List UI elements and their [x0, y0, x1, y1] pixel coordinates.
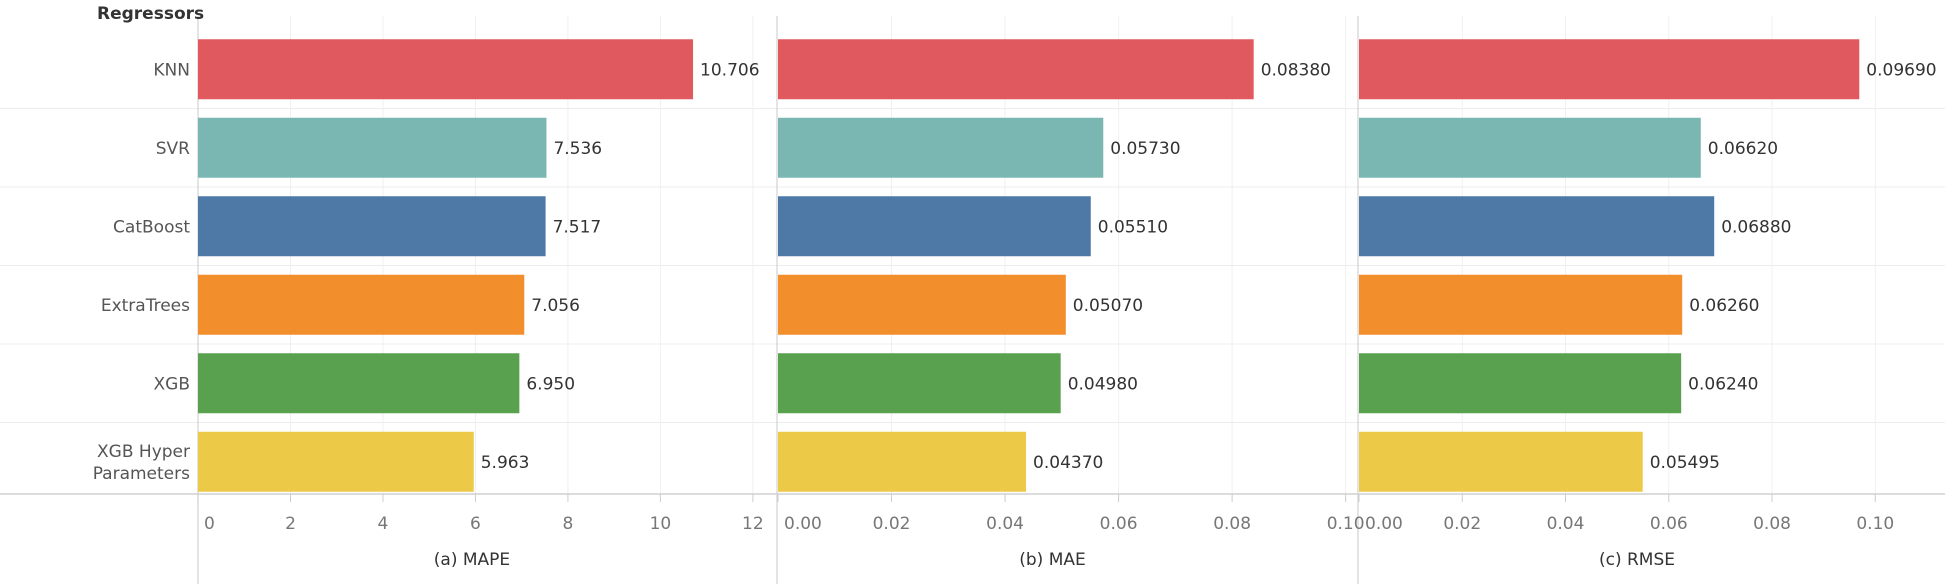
bar — [198, 117, 547, 178]
category-label-line: CatBoost — [113, 217, 190, 237]
value-label: 0.04370 — [1033, 453, 1103, 473]
category-label-line: ExtraTrees — [101, 296, 190, 316]
tick-label: 0.08 — [1213, 514, 1251, 534]
value-label: 0.06620 — [1708, 139, 1778, 159]
tick-label: 10 — [650, 514, 672, 534]
value-label: 0.08380 — [1261, 60, 1331, 80]
value-label: 0.04980 — [1068, 374, 1138, 394]
bar — [198, 353, 520, 414]
value-label: 0.06260 — [1689, 296, 1759, 316]
value-label: 0.05070 — [1073, 296, 1143, 316]
value-label: 0.05495 — [1650, 453, 1720, 473]
value-label: 0.05730 — [1110, 139, 1180, 159]
category-label-line: XGB — [154, 374, 190, 394]
tick-label: 0.00 — [1365, 514, 1403, 534]
value-label: 10.706 — [700, 60, 759, 80]
value-label: 6.950 — [526, 374, 575, 394]
tick-label: 0.02 — [1443, 514, 1481, 534]
category-label: XGB — [154, 374, 190, 394]
value-label: 0.06240 — [1688, 374, 1758, 394]
value-label: 7.056 — [531, 296, 580, 316]
category-label-line: SVR — [156, 139, 190, 159]
tick-label: 0.00 — [784, 514, 822, 534]
tick-label: 0.10 — [1856, 514, 1894, 534]
bar — [198, 196, 546, 257]
tick-label: 4 — [378, 514, 389, 534]
tick-label: 0 — [204, 514, 215, 534]
value-label: 0.06880 — [1721, 217, 1791, 237]
axis-title: (c) RMSE — [1599, 550, 1675, 570]
category-label: ExtraTrees — [101, 296, 190, 316]
tick-label: 0.10 — [1327, 514, 1365, 534]
category-label: SVR — [156, 139, 190, 159]
bar — [778, 196, 1091, 257]
tick-label: 6 — [470, 514, 481, 534]
bar — [778, 431, 1027, 492]
value-label: 0.09690 — [1866, 60, 1936, 80]
tick-label: 0.08 — [1753, 514, 1791, 534]
tick-label: 8 — [563, 514, 574, 534]
tick-label: 12 — [742, 514, 764, 534]
category-label: CatBoost — [113, 217, 190, 237]
category-label-line: KNN — [153, 60, 190, 80]
axis-title: (b) MAE — [1019, 550, 1086, 570]
bar — [1359, 431, 1643, 492]
bar — [778, 274, 1066, 335]
value-label: 5.963 — [481, 453, 530, 473]
header-label: Regressors — [97, 4, 204, 24]
bar — [778, 39, 1254, 100]
category-label: KNN — [153, 60, 190, 80]
value-label: 7.517 — [553, 217, 602, 237]
category-label: XGB Hyper Parameters — [93, 442, 190, 484]
bar — [1359, 117, 1701, 178]
axis-title: (a) MAPE — [434, 550, 510, 570]
bar — [1359, 274, 1683, 335]
bar — [198, 431, 474, 492]
value-label: 7.536 — [553, 139, 602, 159]
tick-label: 0.04 — [1547, 514, 1585, 534]
tick-label: 0.04 — [986, 514, 1024, 534]
bar — [778, 117, 1104, 178]
labels-layer: KNN SVR CatBoost ExtraTrees XGB XGB Hyper Para… — [93, 60, 1937, 570]
category-label-line: Parameters — [93, 464, 190, 484]
bar — [1359, 39, 1860, 100]
tick-label: 2 — [285, 514, 296, 534]
bar — [1359, 196, 1715, 257]
tick-label: 0.02 — [873, 514, 911, 534]
tick-label: 0.06 — [1650, 514, 1688, 534]
tick-label: 0.06 — [1100, 514, 1138, 534]
bar — [778, 353, 1061, 414]
bars-layer — [198, 39, 1860, 492]
bar — [198, 274, 525, 335]
bar — [1359, 353, 1682, 414]
bar — [198, 39, 694, 100]
value-label: 0.05510 — [1098, 217, 1168, 237]
category-label-line: XGB Hyper — [97, 442, 190, 462]
